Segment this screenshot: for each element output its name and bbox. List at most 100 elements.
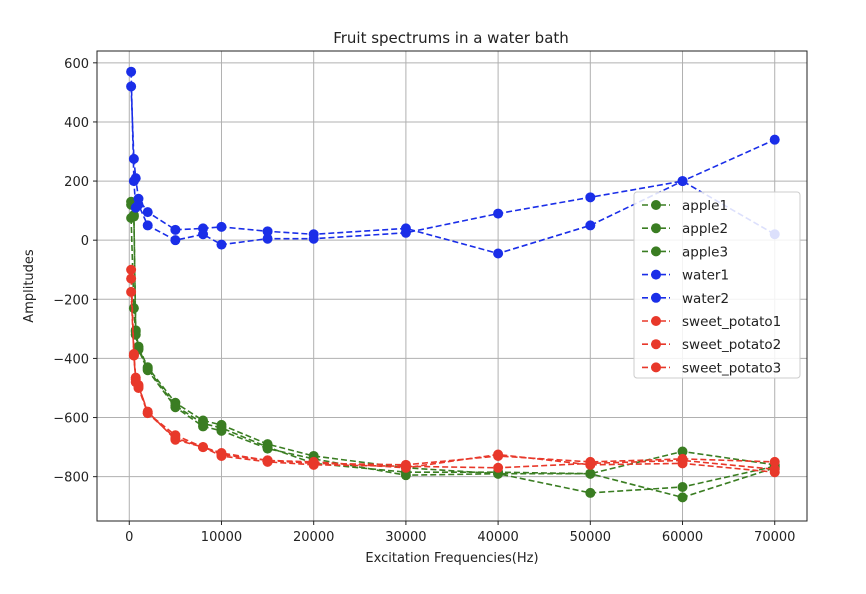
data-point [308,459,319,470]
data-point [769,456,780,467]
data-point [677,492,688,503]
legend-item-water1: water1 [642,268,729,284]
data-point [126,264,137,275]
legend-marker [651,269,661,280]
y-tick-label: −400 [53,352,89,367]
data-point [585,192,596,203]
legend-item-sweet_potato3: sweet_potato3 [642,360,781,376]
data-point [128,350,139,361]
y-tick-label: −600 [53,412,89,427]
data-point [216,450,227,461]
data-point [216,221,227,232]
legend-marker [651,223,661,234]
y-tick-label: −800 [53,471,89,486]
legend-label: water1 [682,268,729,284]
data-point [677,482,688,493]
data-point [262,226,273,237]
chart-title: Fruit spectrums in a water bath [333,29,569,47]
data-point [198,229,209,240]
data-point [126,273,137,284]
legend-marker [651,246,661,257]
data-point [262,442,273,453]
x-tick-label: 60000 [662,530,703,545]
series-water2 [126,66,780,250]
data-point [493,462,504,473]
data-point [170,235,181,246]
data-point [128,303,139,314]
data-point [142,207,153,218]
data-point [262,456,273,467]
legend-marker [651,200,661,210]
data-point [142,406,153,417]
data-point [677,176,688,187]
data-point [133,199,144,210]
data-point [585,487,596,498]
y-tick-label: −200 [53,293,89,308]
legend-label: sweet_potato2 [682,337,781,353]
legend-marker [651,316,661,326]
legend-marker [651,362,661,373]
y-tick-label: 200 [64,175,89,190]
data-point [493,208,504,219]
x-tick-label: 0 [125,530,133,545]
data-point [493,248,504,259]
x-tick-label: 50000 [570,530,611,545]
data-point [170,400,181,411]
data-point [585,220,596,231]
data-point [769,134,780,145]
data-point [198,418,209,429]
data-point [585,468,596,479]
data-point [400,461,411,472]
legend-item-apple3: apple3 [642,244,728,260]
data-point [400,227,411,238]
data-point [198,442,209,453]
data-point [128,176,139,187]
data-point [308,233,319,244]
x-tick-label: 30000 [385,530,426,545]
legend-label: water2 [682,291,729,307]
legend-marker [651,292,661,303]
data-point [216,239,227,250]
x-tick-label: 70000 [754,530,795,545]
data-point [493,449,504,460]
legend: apple1 apple2 apple3 water1 water2 sweet_pota… [633,191,801,379]
legend-marker [651,339,661,350]
legend-label: sweet_potato1 [682,314,781,330]
legend-label: apple3 [682,244,728,260]
data-point [170,434,181,445]
legend-item-water2: water2 [642,291,729,307]
series-layer [126,66,780,503]
x-tick-label: 40000 [477,530,518,545]
data-point [126,66,137,77]
x-axis-label: Excitation Frequencies(Hz) [365,551,538,566]
data-point [133,381,144,392]
series-sweet_potato3 [126,286,780,475]
data-point [677,446,688,457]
data-point [126,286,137,297]
x-tick-label: 10000 [201,530,242,545]
data-point [585,458,596,469]
data-point [262,233,273,244]
data-point [216,422,227,433]
legend-label: apple1 [682,198,728,214]
legend-box [633,191,801,379]
y-tick-label: 0 [81,234,89,249]
y-tick-label: 600 [64,57,89,72]
legend-item-apple1: apple1 [642,198,728,214]
y-tick-label: 400 [64,116,89,131]
data-point [769,464,780,475]
data-point [142,363,153,374]
axis-ticks: 0 10000 20000 30000 40000 50000 60000 70000 −800… [53,57,795,545]
x-tick-label: 20000 [293,530,334,545]
data-point [677,455,688,466]
legend-label: apple2 [682,221,728,237]
legend-item-sweet_potato1: sweet_potato1 [642,314,781,330]
data-point [142,220,153,231]
data-point [128,153,139,164]
y-axis-label: Amplitudes [22,249,37,323]
plot-frame [96,50,808,522]
legend-item-sweet_potato2: sweet_potato2 [642,337,781,353]
series-line-apple3 [130,201,775,499]
data-point [170,224,181,235]
